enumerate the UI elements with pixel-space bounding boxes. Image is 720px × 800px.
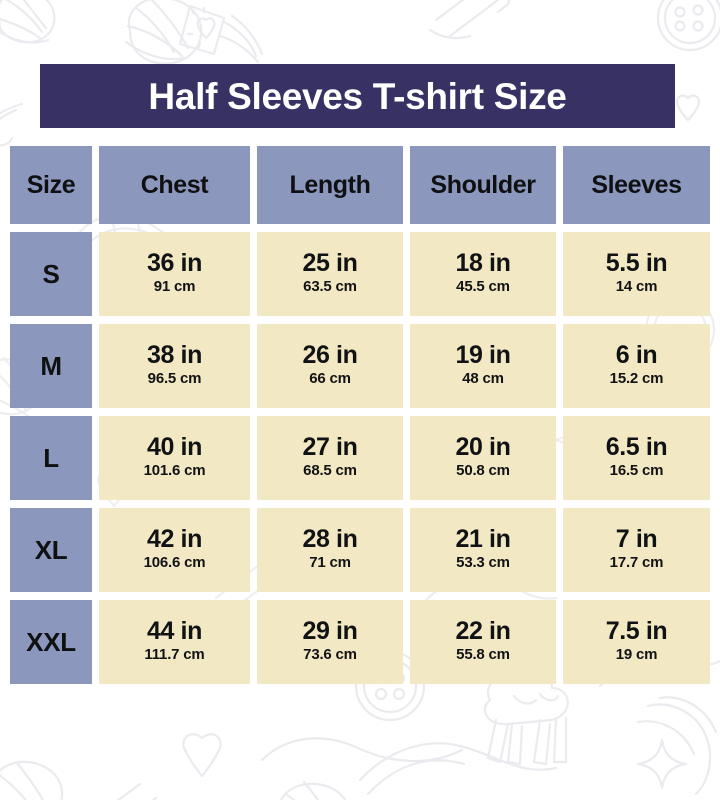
measurement-cell-sleeves: 7.5 in 19 cm [563,600,710,684]
table-row: L 40 in 101.6 cm 27 in 68.5 cm 20 in 50.… [10,416,710,500]
table-header-row: Size Chest Length Shoulder Sleeves [10,146,710,224]
table-row: M 38 in 96.5 cm 26 in 66 cm 19 in 48 cm … [10,324,710,408]
value-inches: 5.5 in [605,248,668,277]
value-inches: 44 in [147,616,202,645]
measurement-cell-length: 28 in 71 cm [257,508,403,592]
value-centimeters: 50.8 cm [456,461,510,479]
value-inches: 6 in [615,340,658,369]
size-cell: XXL [10,600,92,684]
value-inches: 26 in [302,340,358,369]
value-centimeters: 71 cm [309,553,351,571]
value-centimeters: 101.6 cm [143,461,206,479]
value-inches: 42 in [147,524,202,553]
column-header-label: Chest [140,170,209,199]
value-centimeters: 68.5 cm [303,461,357,479]
value-inches: 7 in [615,524,658,553]
value-inches: 29 in [302,616,358,645]
table-row: XL 42 in 106.6 cm 28 in 71 cm 21 in 53.3… [10,508,710,592]
value-centimeters: 48 cm [462,369,504,387]
value-inches: 36 in [147,248,202,277]
value-inches: 20 in [455,432,511,461]
size-cell: XL [10,508,92,592]
size-label: S [42,258,60,289]
value-centimeters: 106.6 cm [143,553,206,571]
value-inches: 6.5 in [605,432,668,461]
value-centimeters: 73.6 cm [303,645,357,663]
value-inches: 18 in [455,248,511,277]
measurement-cell-length: 27 in 68.5 cm [257,416,403,500]
measurement-cell-length: 25 in 63.5 cm [257,232,403,316]
value-centimeters: 14 cm [615,277,658,295]
value-inches: 22 in [455,616,511,645]
column-header-length: Length [257,146,403,224]
value-inches: 27 in [302,432,358,461]
measurement-cell-shoulder: 22 in 55.8 cm [410,600,556,684]
value-inches: 7.5 in [605,616,668,645]
value-inches: 21 in [455,524,511,553]
size-chart-table: Size Chest Length Shoulder Sleeves S 36 … [10,146,710,684]
column-header-label: Shoulder [430,170,536,199]
size-cell: M [10,324,92,408]
measurement-cell-chest: 36 in 91 cm [99,232,250,316]
column-header-size: Size [10,146,92,224]
column-header-shoulder: Shoulder [410,146,556,224]
size-label: XL [34,534,68,565]
value-centimeters: 53.3 cm [456,553,510,571]
column-header-chest: Chest [99,146,250,224]
size-cell: S [10,232,92,316]
table-row: S 36 in 91 cm 25 in 63.5 cm 18 in 45.5 c… [10,232,710,316]
column-header-label: Sleeves [591,170,682,199]
measurement-cell-chest: 38 in 96.5 cm [99,324,250,408]
measurement-cell-sleeves: 7 in 17.7 cm [563,508,710,592]
value-centimeters: 66 cm [309,369,351,387]
column-header-sleeves: Sleeves [563,146,710,224]
measurement-cell-length: 29 in 73.6 cm [257,600,403,684]
value-centimeters: 55.8 cm [456,645,510,663]
measurement-cell-shoulder: 20 in 50.8 cm [410,416,556,500]
value-centimeters: 91 cm [153,277,196,295]
value-inches: 19 in [455,340,511,369]
value-centimeters: 15.2 cm [609,369,664,387]
size-cell: L [10,416,92,500]
title-banner: Half Sleeves T-shirt Size [40,64,675,128]
value-centimeters: 19 cm [615,645,658,663]
value-inches: 38 in [147,340,202,369]
measurement-cell-shoulder: 19 in 48 cm [410,324,556,408]
measurement-cell-sleeves: 6 in 15.2 cm [563,324,710,408]
size-label: M [40,350,62,381]
size-label: XXL [26,626,76,657]
value-centimeters: 63.5 cm [303,277,357,295]
value-inches: 40 in [147,432,202,461]
measurement-cell-sleeves: 6.5 in 16.5 cm [563,416,710,500]
measurement-cell-shoulder: 18 in 45.5 cm [410,232,556,316]
value-centimeters: 111.7 cm [144,645,205,663]
measurement-cell-chest: 42 in 106.6 cm [99,508,250,592]
measurement-cell-shoulder: 21 in 53.3 cm [410,508,556,592]
column-header-label: Length [289,170,371,199]
value-inches: 28 in [302,524,358,553]
value-inches: 25 in [302,248,358,277]
measurement-cell-chest: 40 in 101.6 cm [99,416,250,500]
measurement-cell-length: 26 in 66 cm [257,324,403,408]
value-centimeters: 45.5 cm [456,277,510,295]
value-centimeters: 96.5 cm [147,369,202,387]
table-row: XXL 44 in 111.7 cm 29 in 73.6 cm 22 in 5… [10,600,710,684]
page-title: Half Sleeves T-shirt Size [148,75,567,117]
size-label: L [43,442,59,473]
measurement-cell-chest: 44 in 111.7 cm [99,600,250,684]
measurement-cell-sleeves: 5.5 in 14 cm [563,232,710,316]
value-centimeters: 17.7 cm [609,553,664,571]
column-header-label: Size [26,170,76,199]
value-centimeters: 16.5 cm [609,461,664,479]
